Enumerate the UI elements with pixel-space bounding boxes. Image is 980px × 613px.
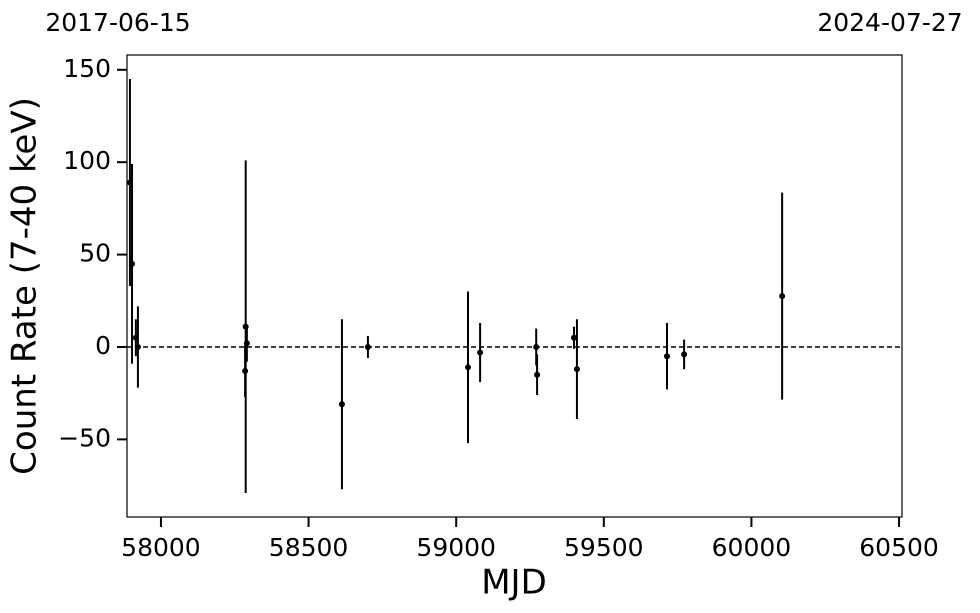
- start-date: 2017-06-15: [45, 8, 190, 37]
- x-tick-label: 60500: [859, 533, 939, 562]
- x-tick-label: 58500: [269, 533, 349, 562]
- x-tick-label: 60000: [712, 533, 792, 562]
- x-axis-label: MJD: [481, 563, 547, 603]
- y-tick-label: 150: [63, 54, 111, 83]
- y-tick-label: −50: [58, 423, 111, 452]
- y-tick-label: 0: [95, 331, 111, 360]
- data-point: [364, 343, 371, 350]
- data-point: [338, 401, 345, 408]
- data-point: [134, 343, 141, 350]
- data-point: [570, 334, 577, 341]
- y-axis-label: Count Rate (7-40 keV): [5, 97, 45, 475]
- data-point: [779, 293, 786, 300]
- x-tick-label: 59000: [416, 533, 496, 562]
- data-point: [465, 364, 471, 371]
- data-point: [663, 353, 670, 360]
- data-point: [243, 340, 250, 347]
- data-point: [681, 351, 688, 358]
- plot-frame: [126, 54, 903, 518]
- data-point: [129, 260, 136, 267]
- x-tick-label: 58000: [121, 533, 201, 562]
- data-point: [533, 343, 540, 350]
- x-tick-label: 59500: [564, 533, 644, 562]
- data-point: [573, 366, 580, 373]
- end-date: 2024-07-27: [817, 8, 962, 37]
- y-tick-label: 50: [79, 239, 111, 268]
- y-tick-label: 100: [63, 146, 111, 175]
- data-point: [477, 349, 484, 356]
- data-point: [534, 371, 541, 378]
